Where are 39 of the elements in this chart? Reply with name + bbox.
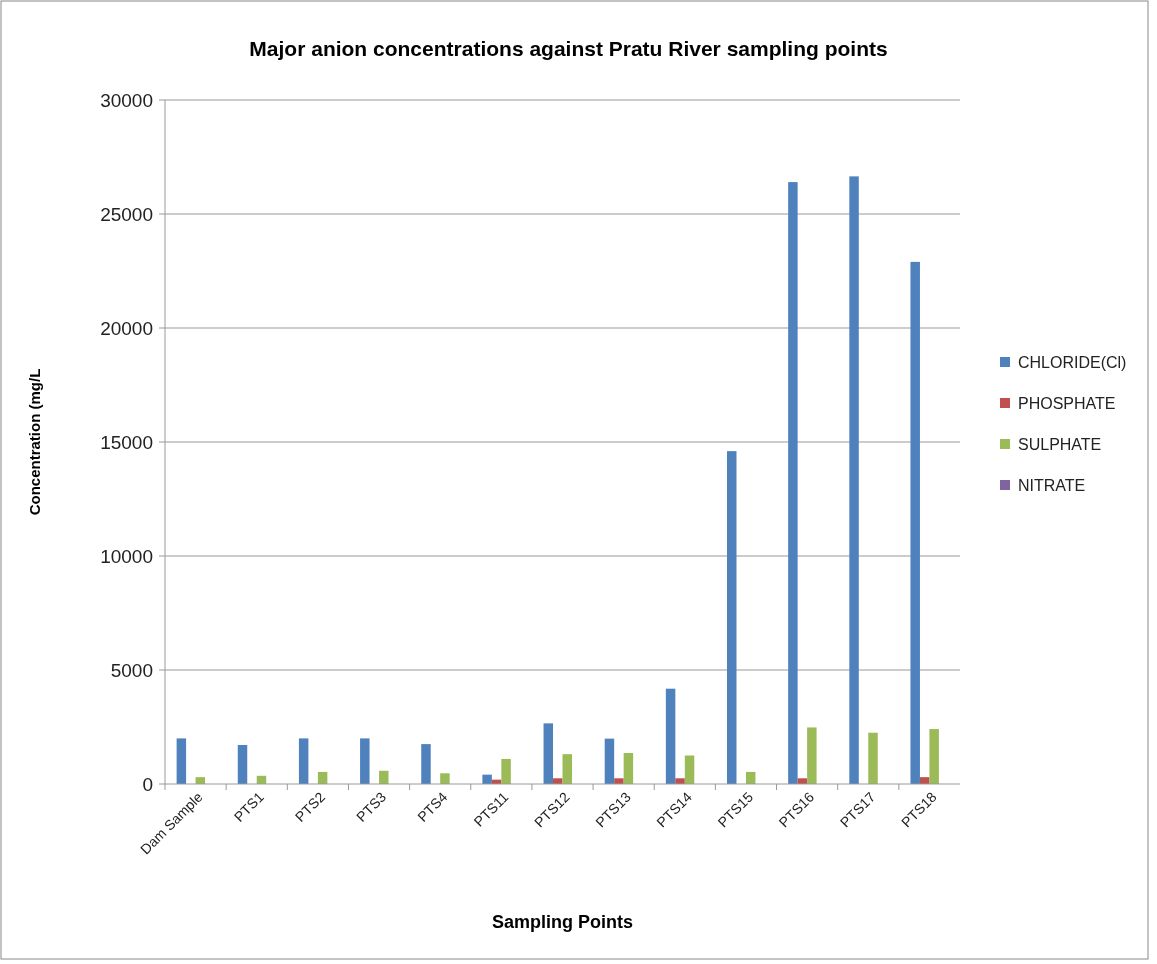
y-tick-label: 25000	[100, 203, 153, 225]
legend-label: PHOSPHATE	[1018, 394, 1116, 412]
bar	[614, 778, 624, 784]
bar	[298, 738, 309, 784]
bar	[482, 774, 492, 784]
bar	[176, 738, 187, 784]
bar	[849, 176, 859, 784]
y-tick-label: 20000	[100, 317, 153, 339]
chart-title: Major anion concentrations against Pratu River sampling points	[249, 37, 888, 60]
y-tick-label: 30000	[100, 89, 153, 111]
bar	[788, 182, 798, 784]
legend-label: SULPHATE	[1018, 435, 1102, 453]
bar	[562, 754, 572, 784]
bar	[929, 729, 939, 784]
bar	[604, 738, 615, 784]
bar	[868, 732, 878, 784]
bar	[421, 744, 431, 784]
legend-label: CHLORIDE(Cl)	[1018, 353, 1127, 371]
bar	[543, 723, 554, 784]
bar	[553, 778, 563, 784]
bar	[623, 752, 634, 784]
bar	[379, 770, 389, 784]
bar	[684, 755, 695, 784]
y-tick-label: 10000	[100, 545, 153, 567]
bar	[727, 451, 737, 784]
y-tick-label: 0	[142, 773, 153, 795]
bar	[501, 758, 511, 784]
bar	[807, 727, 817, 784]
y-axis-title: Concentration (mg/L	[26, 368, 43, 516]
y-tick-label: 5000	[110, 659, 153, 681]
bar	[910, 261, 920, 784]
legend-label: NITRATE	[1018, 476, 1086, 494]
bar	[440, 773, 450, 784]
bar	[360, 738, 370, 784]
x-axis-title: Sampling Points	[491, 912, 634, 932]
bar	[675, 778, 685, 784]
y-tick-label: 15000	[100, 431, 153, 453]
bar	[665, 688, 676, 784]
bar	[237, 745, 248, 784]
